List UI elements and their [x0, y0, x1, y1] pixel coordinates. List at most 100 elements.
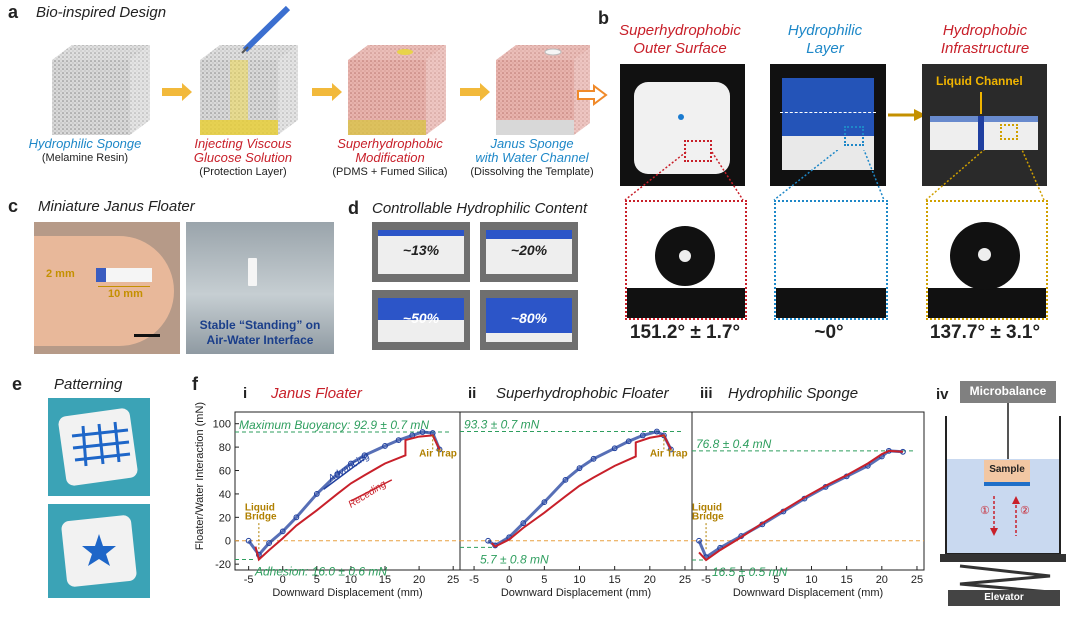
x-tick-label: 5	[314, 574, 320, 586]
y-tick-label: 20	[219, 512, 231, 524]
panel-c-label: c	[8, 196, 19, 216]
d-sample-label: ~50%	[402, 310, 440, 326]
x-tick-label: 10	[573, 574, 585, 586]
series-line-advancing	[247, 430, 441, 558]
x-tick-label: 25	[447, 574, 459, 586]
panel-e-title: Patterning	[54, 376, 123, 393]
panel-c-title: Miniature Janus Floater	[38, 198, 195, 215]
data-point	[653, 428, 660, 435]
panel-d-label: d	[348, 198, 359, 218]
data-point	[541, 499, 548, 506]
data-point	[382, 443, 388, 449]
x-tick-label: 15	[609, 574, 621, 586]
zoom-hydrophilic	[774, 200, 888, 320]
apparatus-top: Microbalance	[969, 384, 1047, 398]
y-tick-label: 40	[219, 489, 231, 501]
cube-injecting	[200, 5, 298, 135]
step-caption-2: Injecting Viscous Glucose Solution (Prot…	[193, 136, 293, 179]
data-point	[348, 460, 354, 467]
advancing-label: Advancing	[325, 450, 372, 485]
photo-grid-pattern	[48, 398, 150, 496]
max-label: 93.3 ± 0.7 mN	[464, 418, 540, 432]
a-to-b-arrow	[577, 84, 608, 106]
receding-label: Receding	[347, 479, 389, 511]
data-point	[576, 465, 583, 472]
d-sample-label: ~80%	[510, 310, 548, 326]
x-tick-label: -5	[244, 574, 254, 586]
b-col1-title: Superhydrophobic Outer Surface	[619, 22, 741, 57]
air-trap-label: Air Trap	[650, 448, 688, 459]
x-tick-label: 5	[773, 574, 779, 586]
x-tick-label: 0	[506, 574, 512, 586]
photo-finger: 2 mm 10 mm	[34, 222, 180, 354]
dim-height: 2 mm	[46, 268, 75, 280]
series-line-receding	[698, 449, 903, 562]
zoom-connectors	[624, 150, 1045, 201]
air-trap-label: Air Trap	[419, 448, 457, 459]
b-col3-title: Hydrophobic Infrastructure	[940, 22, 1030, 57]
x-tick-label: 10	[805, 574, 817, 586]
data-point	[485, 537, 492, 544]
d-sample-label: ~20%	[510, 242, 548, 258]
x-axis-label: Downward Displacement (mm)	[501, 587, 651, 599]
zoom-infrastructure	[926, 200, 1048, 320]
min-label: Adhesion: 16.0 ± 0.6 mN	[254, 564, 387, 578]
angle-infrastructure: 137.7° ± 3.1°	[929, 322, 1041, 343]
zoom-outer	[625, 200, 747, 320]
apparatus-step2: ②	[1020, 505, 1030, 517]
photo-hydrophilic-layer	[770, 64, 886, 186]
b-col2-title: Hydrophilic Layer	[787, 22, 863, 57]
apparatus-step1: ①	[980, 505, 990, 517]
photo-outer-surface	[620, 64, 745, 186]
data-point	[639, 432, 646, 439]
liquid-bridge-label: Bridge	[245, 512, 277, 523]
panel-a-title: Bio-inspired Design	[36, 4, 167, 21]
data-point	[395, 437, 402, 443]
panel-a-cubes	[52, 5, 590, 135]
series-line-receding	[490, 434, 672, 548]
max-label: Maximum Buoyancy: 92.9 ± 0.7 mN	[239, 418, 429, 432]
y-tick-label: 0	[225, 536, 231, 548]
data-point	[611, 445, 618, 452]
photo-standing-floater: Stable “Standing” on Air-Water Interface	[186, 222, 334, 354]
panel-b-label: b	[598, 8, 609, 28]
data-point	[266, 540, 272, 546]
data-point	[696, 537, 702, 544]
panel-e-label: e	[12, 374, 23, 394]
x-tick-label: 25	[679, 574, 691, 586]
min-label: 5.7 ± 0.8 mN	[480, 552, 549, 566]
data-point	[625, 438, 632, 445]
d-sample-1: ~13%	[372, 222, 470, 282]
f-ylabel: Floater/Water Interaction (mN)	[194, 401, 206, 551]
subplot-title: Janus Floater	[270, 385, 363, 402]
dim-length: 10 mm	[108, 288, 143, 300]
step-caption-3: Superhydrophobic Modification (PDMS + Fu…	[332, 136, 448, 179]
liquid-bridge-label: Liquid	[245, 502, 275, 513]
x-axis-label: Downward Displacement (mm)	[272, 587, 422, 599]
panel-f-label: f	[192, 374, 198, 394]
x-tick-label: 5	[541, 574, 547, 586]
subplot-roman: ii	[468, 385, 476, 402]
x-tick-label: -5	[701, 574, 711, 586]
subplot-title: Hydrophilic Sponge	[728, 385, 858, 402]
liquid-bridge-label: Bridge	[692, 512, 724, 523]
x-tick-label: 20	[644, 574, 656, 586]
data-point	[419, 429, 426, 435]
data-point	[279, 528, 286, 535]
photo-infrastructure: Liquid Channel	[922, 64, 1047, 186]
x-axis-label: Downward Displacement (mm)	[733, 587, 883, 599]
cube-janus	[496, 45, 590, 135]
max-label: 76.8 ± 0.4 mN	[696, 437, 772, 451]
series-line-receding	[254, 434, 441, 562]
data-point	[334, 471, 341, 477]
x-tick-label: -5	[469, 574, 479, 586]
d-sample-2: ~20%	[480, 222, 578, 282]
x-tick-label: 0	[280, 574, 286, 586]
data-point	[361, 452, 368, 459]
cube-modification	[348, 45, 446, 135]
angle-outer: 151.2° ± 1.7°	[629, 322, 741, 343]
x-tick-label: 20	[876, 574, 888, 586]
x-tick-label: 15	[841, 574, 853, 586]
x-tick-label: 0	[738, 574, 744, 586]
panel-d-title: Controllable Hydrophilic Content	[372, 200, 588, 217]
